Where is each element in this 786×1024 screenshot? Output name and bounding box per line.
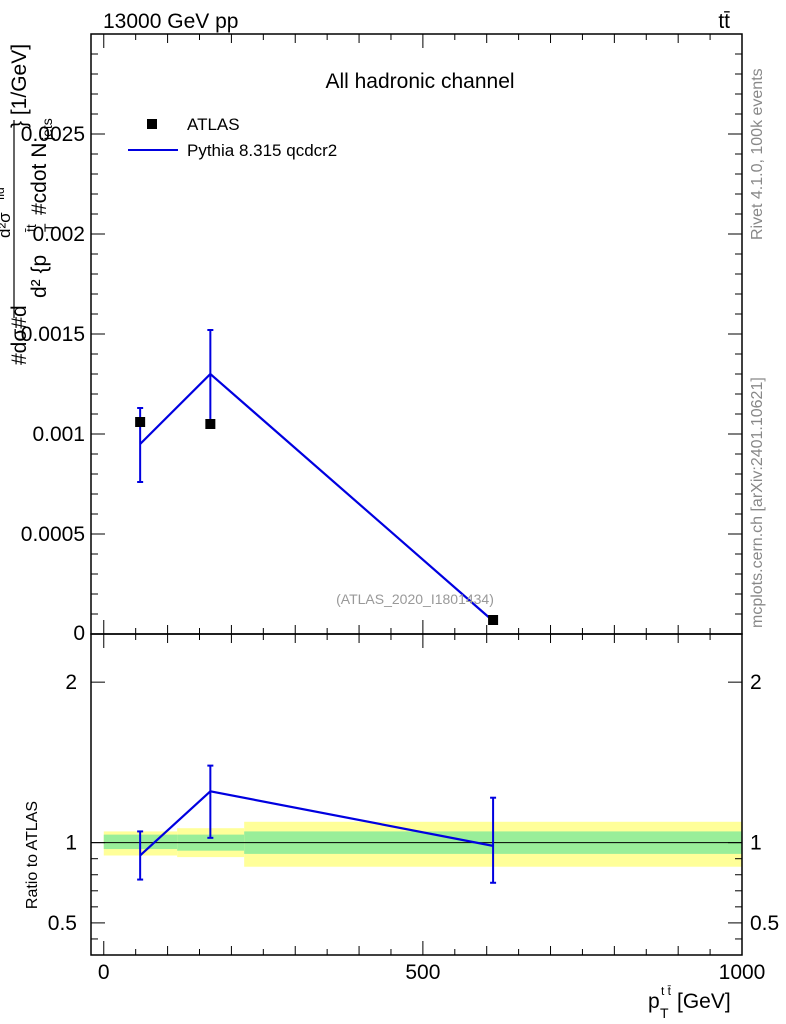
- mcplots-label: mcplots.cern.ch [arXiv:2401.10621]: [749, 377, 766, 628]
- atlas-data-point: [135, 417, 146, 427]
- atlas-data-point: [488, 615, 499, 625]
- chart-title: All hadronic channel: [325, 70, 514, 93]
- ratio-line: [139, 790, 494, 857]
- ylabel-part-1: #dσ#d: [8, 305, 31, 365]
- ylabel-part-4: t̄t: [23, 224, 39, 232]
- ratio-frame: [90, 633, 743, 956]
- main-y-tick-label: 0.0015: [21, 323, 85, 346]
- ylabel-part-3: T: [41, 223, 57, 232]
- ratio-y-tick-label-right: 2: [750, 671, 762, 694]
- ylabel-part-8: d²σ: [0, 212, 14, 238]
- legend-pythia-label: Pythia 8.315 qcdcr2: [187, 141, 337, 160]
- ratio-panel: 0 500 1000 0.5 0.5 1 1 2 2: [48, 633, 779, 984]
- ratio-y-tick-label-right: 0.5: [750, 912, 779, 935]
- ylabel-part-6: jets: [39, 118, 55, 141]
- x-axis-title-main: p: [648, 990, 660, 1013]
- watermark-label: (ATLAS_2020_I1801434): [336, 591, 494, 607]
- ylabel-part-9: fid: [0, 187, 7, 200]
- x-tick-label: 1000: [719, 961, 766, 984]
- rivet-version-label: Rivet 4.1.0, 100k events: [749, 68, 766, 240]
- main-y-tick-label: 0.002: [32, 223, 85, 246]
- main-y-tick-label: 0.001: [32, 423, 85, 446]
- legend: ATLAS Pythia 8.315 qcdcr2: [128, 115, 337, 160]
- x-axis-title-sup: t t̄: [661, 984, 672, 998]
- ratio-y-tick-label: 2: [65, 671, 77, 694]
- ratio-y-tick-label: 1: [65, 832, 77, 855]
- process-label: tt̄: [718, 10, 730, 33]
- ylabel-part-2: d² {p: [28, 255, 51, 298]
- legend-atlas-label: ATLAS: [187, 115, 240, 134]
- ratio-y-tick-label: 0.5: [48, 912, 77, 935]
- ratio-y-tick-label-right: 1: [750, 832, 762, 855]
- main-y-tick-label: 0.0025: [21, 123, 85, 146]
- x-tick-label: 500: [405, 961, 440, 984]
- x-axis-title-unit: [GeV]: [677, 990, 731, 1013]
- pythia-line: [139, 372, 494, 622]
- x-tick-label: 0: [98, 961, 110, 984]
- ylabel-part-7: } [1/GeV]: [8, 44, 31, 128]
- legend-atlas-marker: [147, 119, 157, 129]
- ratio-y-axis-label: Ratio to ATLAS: [24, 801, 41, 909]
- x-axis-title-sub: T: [660, 1005, 669, 1021]
- ylabel-part-5: #cdot N: [28, 143, 51, 215]
- atlas-data-point: [205, 419, 216, 429]
- main-y-tick-label-zero: 0: [73, 622, 85, 645]
- main-y-axis-label: #dσ#d d² {p T t̄t #cdot N jets } [1/GeV]…: [0, 44, 57, 365]
- x-axis-title: p T t t̄ [GeV]: [648, 984, 731, 1021]
- main-y-tick-label: 0.0005: [21, 523, 85, 546]
- main-panel: 0.0005 0.001 0.0015 0.002 0.0025 0: [21, 33, 743, 645]
- energy-label: 13000 GeV pp: [103, 10, 238, 33]
